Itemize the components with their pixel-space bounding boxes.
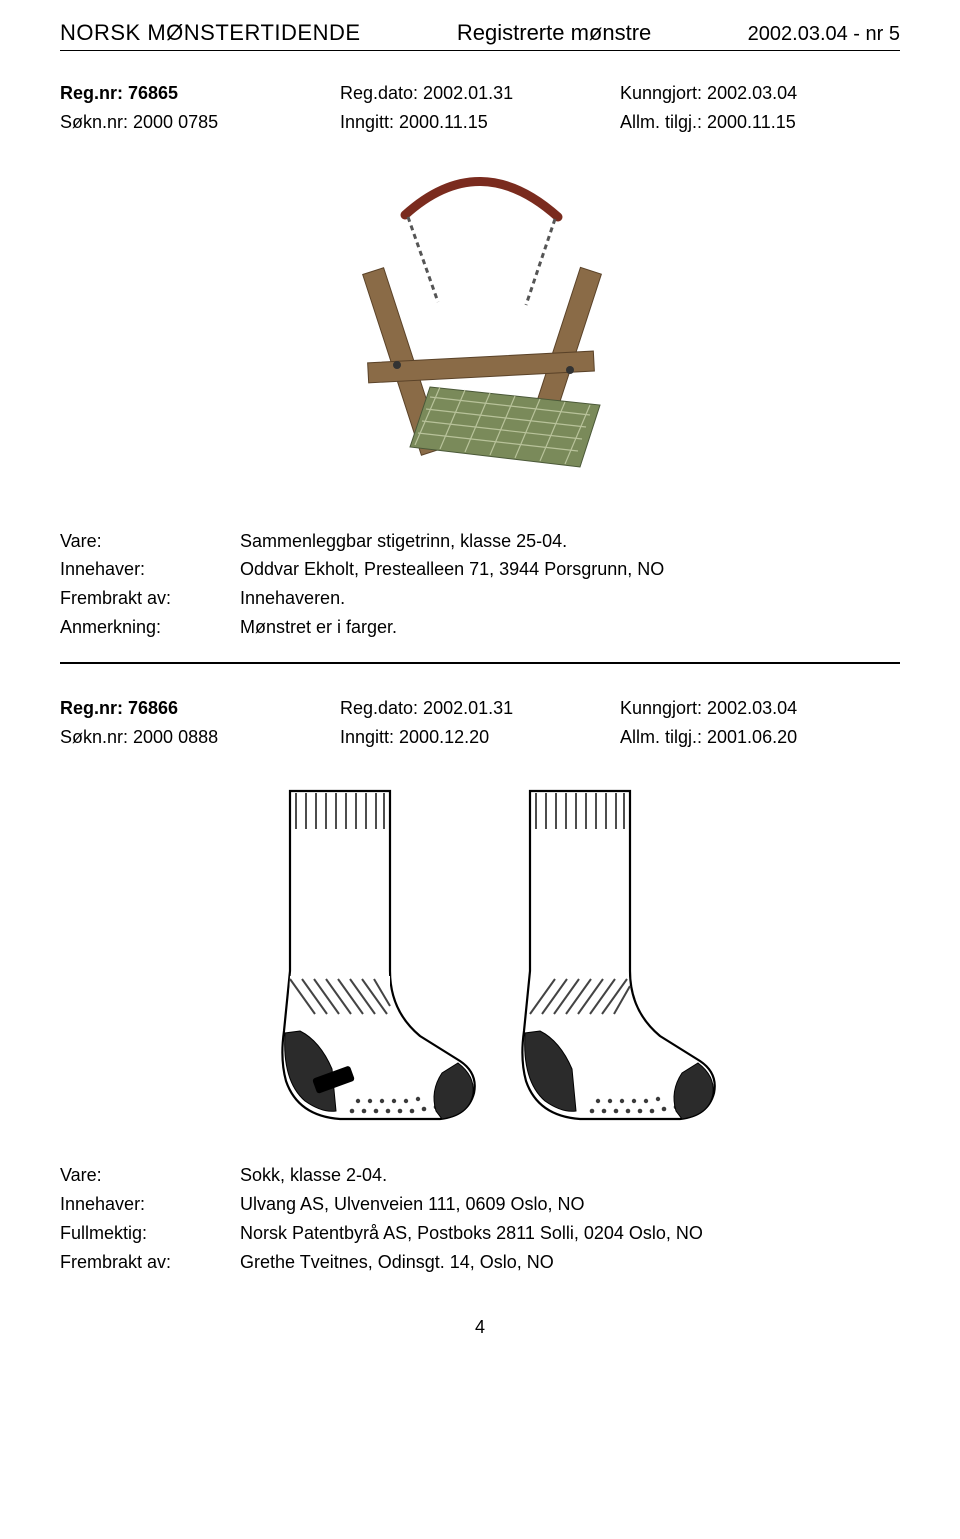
soknr: Søkn.nr: 2000 0785 — [60, 108, 340, 137]
record-meta: Reg.nr: 76865 Reg.dato: 2002.01.31 Kunng… — [60, 79, 900, 137]
record-meta: Reg.nr: 76866 Reg.dato: 2002.01.31 Kunng… — [60, 694, 900, 752]
details-table: Vare: Sokk, klasse 2-04. Innehaver: Ulva… — [60, 1161, 900, 1276]
page-header: NORSK MØNSTERTIDENDE Registrerte mønstre… — [60, 20, 900, 51]
kunngjort: Kunngjort: 2002.03.04 — [620, 79, 900, 108]
detail-value: Grethe Tveitnes, Odinsgt. 14, Oslo, NO — [240, 1248, 554, 1277]
socks-svg — [220, 771, 740, 1131]
detail-label: Innehaver: — [60, 555, 240, 584]
stigetrinn-svg — [290, 157, 670, 497]
figure-stigetrinn — [60, 157, 900, 497]
kunngjort: Kunngjort: 2002.03.04 — [620, 694, 900, 723]
detail-value: Innehaveren. — [240, 584, 345, 613]
detail-label: Vare: — [60, 527, 240, 556]
header-center: Registrerte mønstre — [457, 20, 651, 46]
allm-tilgj: Allm. tilgj.: 2001.06.20 — [620, 723, 900, 752]
header-right: 2002.03.04 - nr 5 — [748, 23, 900, 46]
regdato: Reg.dato: 2002.01.31 — [340, 79, 620, 108]
record-divider — [60, 662, 900, 664]
detail-row: Anmerkning: Mønstret er i farger. — [60, 613, 900, 642]
detail-label: Frembrakt av: — [60, 1248, 240, 1277]
header-left: NORSK MØNSTERTIDENDE — [60, 20, 361, 46]
figure-socks — [60, 771, 900, 1131]
detail-row: Vare: Sammenleggbar stigetrinn, klasse 2… — [60, 527, 900, 556]
detail-row: Frembrakt av: Innehaveren. — [60, 584, 900, 613]
inngitt: Inngitt: 2000.11.15 — [340, 108, 620, 137]
soknr: Søkn.nr: 2000 0888 — [60, 723, 340, 752]
details-table: Vare: Sammenleggbar stigetrinn, klasse 2… — [60, 527, 900, 642]
page-number: 4 — [60, 1317, 900, 1338]
detail-row: Fullmektig: Norsk Patentbyrå AS, Postbok… — [60, 1219, 900, 1248]
detail-value: Sammenleggbar stigetrinn, klasse 25-04. — [240, 527, 567, 556]
detail-value: Mønstret er i farger. — [240, 613, 397, 642]
detail-row: Vare: Sokk, klasse 2-04. — [60, 1161, 900, 1190]
detail-value: Norsk Patentbyrå AS, Postboks 2811 Solli… — [240, 1219, 703, 1248]
regnr: Reg.nr: 76866 — [60, 694, 340, 723]
detail-label: Fullmektig: — [60, 1219, 240, 1248]
detail-row: Innehaver: Oddvar Ekholt, Prestealleen 7… — [60, 555, 900, 584]
record-76865: Reg.nr: 76865 Reg.dato: 2002.01.31 Kunng… — [60, 79, 900, 642]
page-container: NORSK MØNSTERTIDENDE Registrerte mønstre… — [0, 0, 960, 1378]
detail-label: Frembrakt av: — [60, 584, 240, 613]
detail-label: Innehaver: — [60, 1190, 240, 1219]
regnr: Reg.nr: 76865 — [60, 79, 340, 108]
detail-label: Vare: — [60, 1161, 240, 1190]
detail-value: Sokk, klasse 2-04. — [240, 1161, 387, 1190]
detail-value: Ulvang AS, Ulvenveien 111, 0609 Oslo, NO — [240, 1190, 585, 1219]
record-76866: Reg.nr: 76866 Reg.dato: 2002.01.31 Kunng… — [60, 694, 900, 1277]
inngitt: Inngitt: 2000.12.20 — [340, 723, 620, 752]
regdato: Reg.dato: 2002.01.31 — [340, 694, 620, 723]
allm-tilgj: Allm. tilgj.: 2000.11.15 — [620, 108, 900, 137]
detail-row: Frembrakt av: Grethe Tveitnes, Odinsgt. … — [60, 1248, 900, 1277]
detail-value: Oddvar Ekholt, Prestealleen 71, 3944 Por… — [240, 555, 664, 584]
detail-row: Innehaver: Ulvang AS, Ulvenveien 111, 06… — [60, 1190, 900, 1219]
detail-label: Anmerkning: — [60, 613, 240, 642]
